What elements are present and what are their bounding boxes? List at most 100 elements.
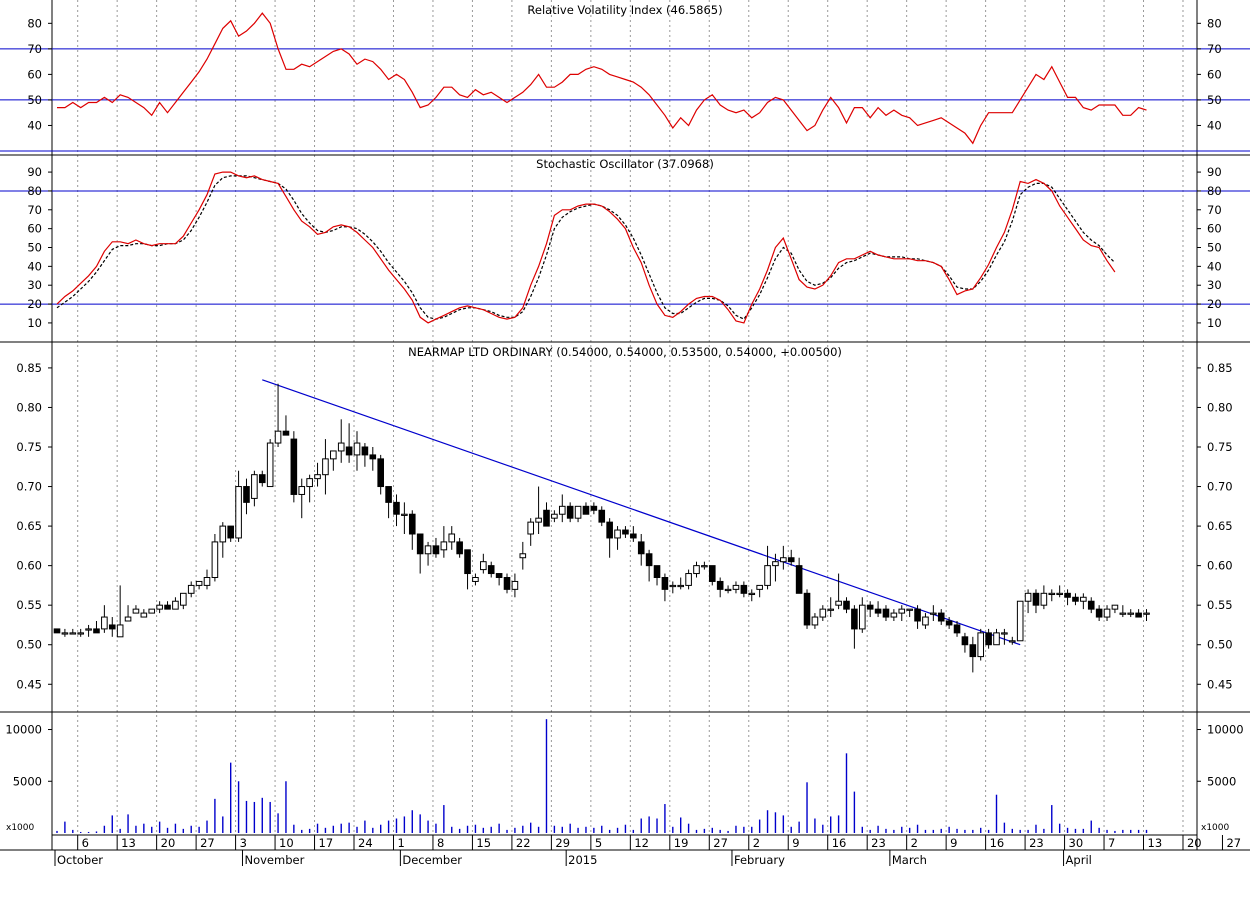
candle-body: [369, 454, 377, 460]
candle-body: [156, 604, 163, 610]
price-tick-label-right: 0.85: [1207, 361, 1233, 375]
candle-body: [503, 577, 511, 590]
day-label: 8: [437, 836, 444, 850]
price-tick-label-left: 0.75: [16, 440, 42, 454]
day-label: 10: [279, 836, 294, 850]
candle-body: [408, 513, 416, 535]
day-label: 7: [1108, 836, 1115, 850]
candle-body: [930, 612, 937, 615]
candle-body: [772, 561, 779, 567]
candle-body: [235, 486, 242, 539]
day-label: 27: [713, 836, 728, 850]
candle-body: [1111, 604, 1119, 610]
rvi-axis: 40 40 50 50 60 60 70 70 80 80: [27, 16, 1221, 132]
rvi-tick-label-right: 60: [1207, 67, 1222, 81]
candle-body: [61, 632, 69, 635]
day-label: 16: [990, 836, 1005, 850]
day-label: 12: [634, 836, 649, 850]
candle-body: [361, 446, 369, 456]
candle-body: [590, 505, 598, 511]
candle-body: [187, 584, 195, 594]
candle-body: [282, 430, 290, 436]
candle-body: [866, 604, 874, 610]
candle-body: [582, 505, 590, 515]
candle-body: [882, 608, 890, 618]
candle-body: [574, 505, 582, 519]
candle-body: [558, 505, 566, 515]
candle-body: [377, 458, 384, 488]
day-label: 23: [1029, 836, 1044, 850]
candle-body: [330, 450, 337, 460]
candle-body: [1103, 608, 1111, 618]
stochastic-tick-label-left: 70: [27, 203, 42, 217]
candle-body: [740, 584, 748, 594]
candle-body: [1087, 600, 1095, 610]
stochastic-tick-label-left: 60: [27, 222, 42, 236]
candle-body: [448, 533, 456, 543]
time-axis: 6 13 20 27 3 10 17 24 1 8 15 22 29 5 12 19 27 2 9 16 23 2 9 16 2…: [54, 835, 1241, 867]
candle-body: [811, 616, 819, 626]
candle-body: [653, 565, 661, 578]
day-label: 2: [911, 836, 918, 850]
stochastic-tick-label-left: 80: [27, 184, 42, 198]
day-label: 24: [358, 836, 373, 850]
candle-body: [819, 608, 827, 618]
candle-body: [843, 600, 850, 610]
candle-body: [180, 592, 187, 606]
candle-body: [353, 442, 361, 456]
price-tick-label-right: 0.50: [1207, 638, 1233, 652]
month-label: November: [244, 853, 304, 867]
candle-body: [393, 501, 400, 515]
candle-body: [993, 632, 1000, 646]
candle-body: [203, 577, 211, 586]
stochastic-tick-label-left: 40: [27, 259, 42, 273]
day-label: 29: [555, 836, 570, 850]
month-label: April: [1066, 853, 1092, 867]
stochastic-tick-label-left: 50: [27, 241, 42, 255]
candle-body: [527, 521, 535, 535]
price-tick-label-left: 0.45: [16, 677, 42, 691]
stochastic-tick-label-left: 10: [27, 316, 42, 330]
candle-body: [961, 636, 969, 646]
rvi-line: [57, 12, 1147, 145]
stochastic-axis: 10 10 20 20 30 30 40 40 50 50 60 60 70 70 80 80 90 90: [27, 165, 1221, 330]
candle-body: [764, 565, 771, 586]
price-tick-label-left: 0.80: [16, 400, 42, 414]
candle-body: [756, 584, 763, 590]
candle-body: [858, 604, 866, 630]
volume-tick-label-right: 5000: [1207, 774, 1236, 788]
volume-tick-label-left: 5000: [13, 774, 42, 788]
candle-body: [1024, 592, 1032, 602]
stochastic-title: Stochastic Oscillator (37.0968): [536, 157, 714, 171]
day-label: 16: [832, 836, 847, 850]
day-label: 2: [753, 836, 760, 850]
candle-body: [1048, 592, 1056, 596]
candle-body: [906, 608, 913, 611]
candle-body: [108, 624, 116, 630]
price-tick-label-left: 0.65: [16, 519, 42, 533]
rvi-tick-label-left: 60: [27, 67, 42, 81]
candle-body: [85, 628, 92, 631]
candle-body: [480, 561, 487, 571]
candle-body: [1032, 592, 1040, 606]
candle-body: [274, 430, 282, 444]
candle-body: [164, 604, 171, 610]
candle-body: [614, 529, 621, 539]
candle-body: [495, 573, 503, 579]
stochastic-series: [56, 171, 1116, 324]
candle-body: [1143, 612, 1150, 615]
price-tick-label-left: 0.85: [16, 361, 42, 375]
candle-body: [266, 442, 274, 488]
rvi-tick-label-right: 50: [1207, 93, 1222, 107]
candle-body: [693, 565, 700, 575]
candle-body: [322, 458, 329, 476]
candle-body: [314, 474, 321, 480]
stochastic-tick-label-right: 10: [1207, 316, 1222, 330]
candle-body: [732, 584, 740, 590]
day-label: 6: [82, 836, 89, 850]
price-tick-label-right: 0.75: [1207, 440, 1233, 454]
trendline: [262, 379, 1021, 646]
candle-body: [677, 584, 685, 588]
candle-body: [243, 486, 250, 503]
candle-body: [787, 557, 795, 563]
